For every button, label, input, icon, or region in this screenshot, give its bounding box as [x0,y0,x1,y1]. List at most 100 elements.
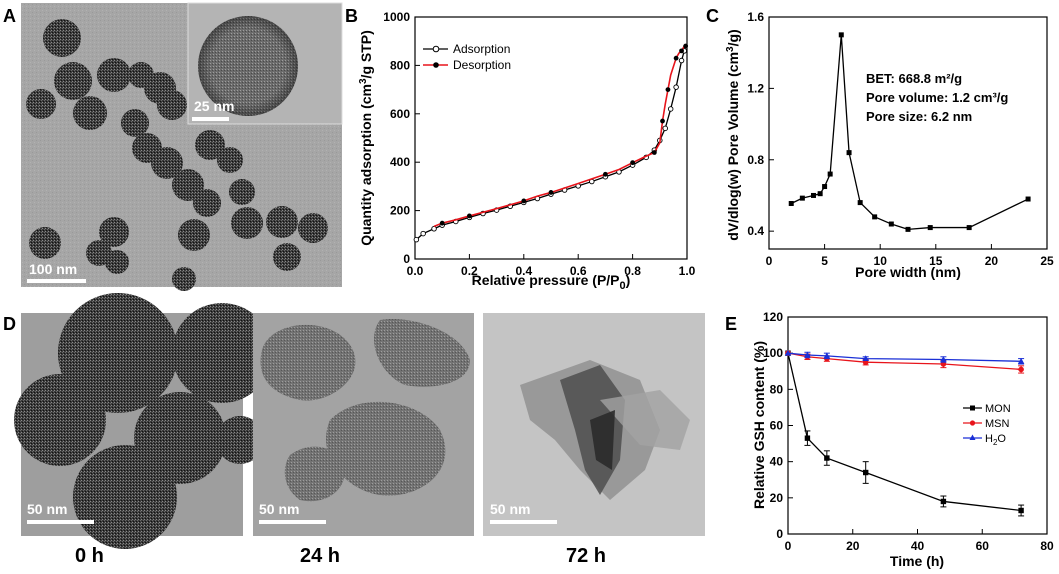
axis-ticks-e: 0 20 40 60 80 0 20 40 60 80 100 120 [763,310,1054,553]
x-tick-label: 10 [874,254,888,268]
particle [193,189,221,217]
pore-distribution-point [1025,196,1031,202]
inset-scale-bar [192,117,229,121]
series-b [413,43,689,243]
desorption-point [630,160,635,166]
scale-label-a: 100 nm [29,261,77,277]
scale-bar-0h [27,520,94,524]
axis-ticks-c: 0 5 10 15 20 25 0.4 0.8 1.2 1.6 [747,10,1054,268]
y-tick-label: 80 [770,382,784,396]
axis-ticks-b: 0.0 0.2 0.4 0.6 0.8 1.0 0 200 400 600 800 1000 [383,10,695,278]
y-tick-label: 0.4 [747,224,764,238]
particle [105,250,129,274]
particle [99,217,129,247]
x-tick-label: 15 [929,254,943,268]
pore-distribution-point [857,200,863,206]
series-line-mon [787,353,1022,512]
scale-bar-24h [259,520,326,524]
particle [172,267,196,291]
y-tick-label: 400 [390,155,410,169]
panel-b-label: B [345,6,358,26]
legend-marker-mon [970,405,975,411]
y-tick-label: 0 [403,252,410,266]
particles-24h [260,319,470,502]
desorption-point [660,118,665,124]
panel-e: E 0 20 40 60 80 0 20 40 60 80 100 120 MON MSN H2O T… [725,310,1054,569]
legend-adsorption: Adsorption [453,42,510,56]
scale-bar-a [27,279,86,283]
panel-c: C 0 5 10 15 20 25 0.4 0.8 1.2 1.6 BET: 668.8 m²/g… [706,6,1054,280]
panel-b: B 0.0 0.2 0.4 0.6 0.8 1.0 0 200 400 600 800 1000 Ad… [345,6,696,292]
mon-point [863,469,869,476]
y-axis-title-b: Quantity adsorption (cm3/g STP) [358,30,374,246]
adsorption-point [667,106,674,112]
y-tick-label: 60 [770,419,784,433]
x-axis-title-e: Time (h) [890,553,944,569]
legend-b: Adsorption Desorption [423,42,511,72]
pore-distribution-point [788,200,794,206]
x-tick-label: 0.0 [407,264,424,278]
pore-distribution-point [872,214,878,220]
x-tick-label: 0 [766,254,773,268]
x-tick-label: 0.6 [570,264,587,278]
particle [121,109,149,137]
adsorption-point [431,225,437,232]
series-line-h2o [787,352,1022,362]
desorption-point [679,48,684,54]
particle [195,130,225,160]
y-tick-label: 200 [390,204,410,218]
panel-e-label: E [725,314,737,334]
particle [54,62,92,100]
panel-d-label: D [3,314,16,334]
legend-marker-desorption [433,62,439,68]
panel-c-label: C [706,6,719,26]
particles-0h [14,293,272,549]
particle [229,179,255,205]
adsorption-point [678,57,685,64]
desorption-point [673,55,679,61]
y-tick-label: 1.2 [747,81,764,95]
y-tick-label: 0 [776,527,783,541]
x-axis-title-c: Pore width (nm) [855,264,961,280]
legend-msn: MSN [985,418,1010,430]
series-c [788,32,1031,232]
desorption-point [651,150,657,155]
annotation-pore-volume: Pore volume: 1.2 cm³/g [866,90,1008,105]
particles-a [26,19,328,291]
y-tick-label: 120 [763,310,783,324]
desorption-point [603,171,608,177]
legend-desorption: Desorption [453,58,511,72]
x-tick-label: 1.0 [679,264,696,278]
legend-marker-msn [969,420,976,426]
particle [178,219,210,251]
pore-distribution-point [799,195,805,201]
msn-point [1018,366,1024,373]
x-tick-label: 80 [1040,539,1054,553]
legend-marker-h2o [969,434,976,440]
time-label-72h: 72 h [566,545,606,567]
adsorption-point [413,236,420,243]
scale-label-24h: 50 nm [259,501,299,517]
y-tick-label: 100 [763,346,783,360]
particle [157,90,187,120]
y-tick-label: 1000 [383,10,410,24]
particle [298,213,328,243]
pore-distribution-point [966,225,972,231]
particle [273,243,301,271]
pore-distribution-point [810,192,816,198]
pore-distribution-point [817,191,823,197]
x-tick-label: 60 [976,539,990,553]
y-tick-label: 800 [390,58,410,72]
series-line-adsorption [415,50,685,241]
x-tick-label: 20 [846,539,860,553]
desorption-point [439,220,445,226]
particle [26,89,56,119]
annotation-bet: BET: 668.8 m²/g [866,71,962,86]
x-tick-label: 40 [911,539,925,553]
mon-point [824,455,830,461]
time-label-0h: 0 h [75,545,104,567]
inset-scale-label: 25 nm [194,98,234,114]
pore-distribution-point [827,171,833,177]
x-tick-label: 5 [821,254,828,268]
